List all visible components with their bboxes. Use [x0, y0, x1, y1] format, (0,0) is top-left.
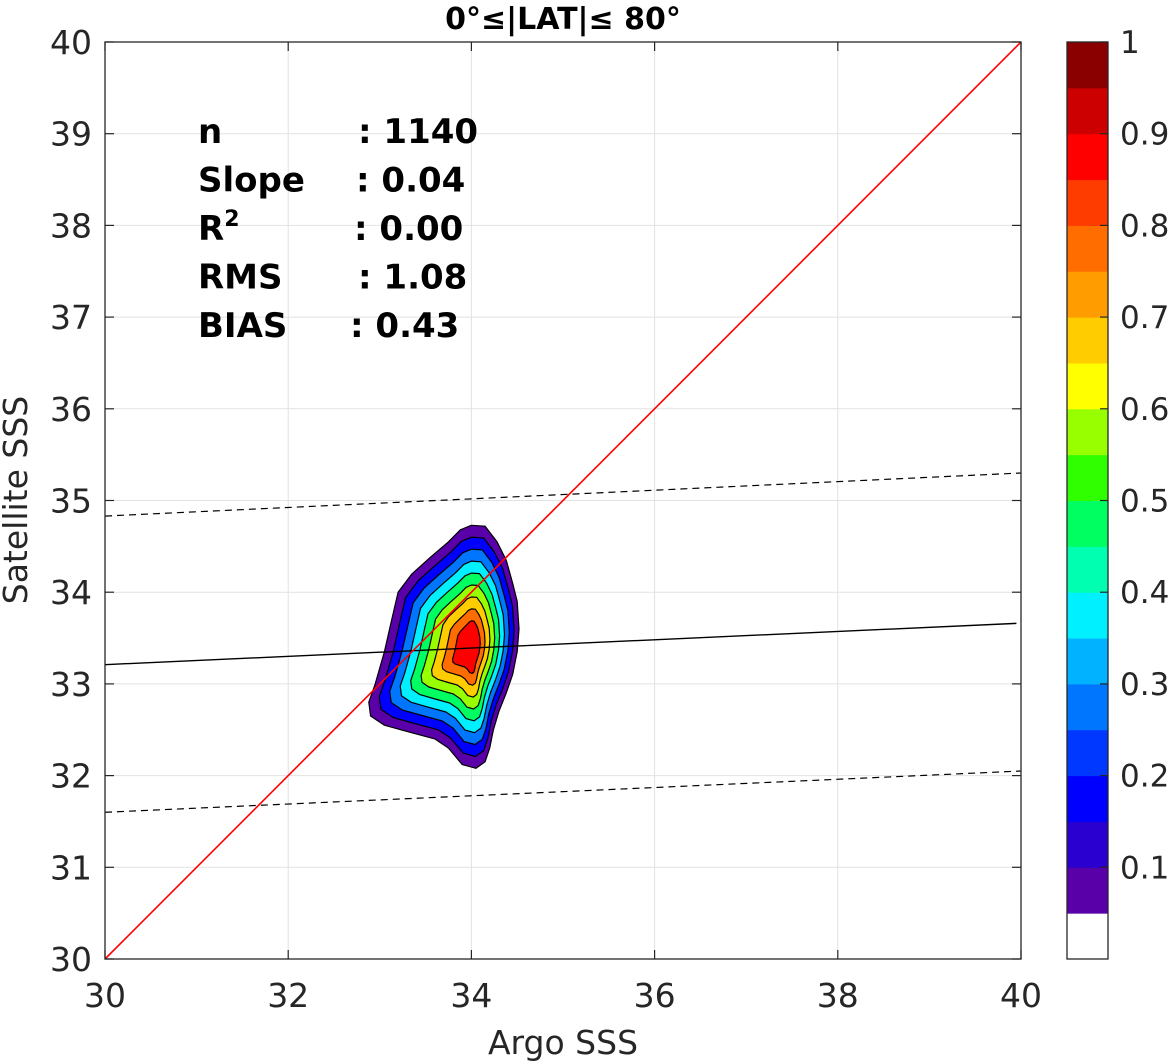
colorbar-tick-label: 0.3: [1120, 667, 1169, 703]
x-tick-labels: 30 32 34 36 38 40: [84, 976, 1042, 1015]
density-contours: [368, 524, 520, 769]
stat-superscript: 2: [224, 207, 239, 232]
stat-value: : 1.08: [358, 258, 467, 298]
reference-lines: [104, 41, 1022, 960]
y-tick-label: 36: [50, 390, 92, 429]
stat-value: : 1140: [358, 112, 478, 152]
colorbar-segment: [1067, 362, 1108, 410]
colorbar-segment: [1067, 454, 1108, 501]
bound-line: [104, 472, 1022, 517]
y-tick-label: 31: [50, 848, 92, 887]
colorbar-segment: [1067, 408, 1108, 456]
bound-line: [104, 770, 1022, 813]
colorbar-segment: [1067, 133, 1108, 181]
colorbar-segment: [1067, 42, 1108, 89]
stat-value: : 0.00: [354, 209, 463, 249]
y-tick-label: 37: [50, 298, 92, 337]
stat-value: : 0.04: [356, 161, 465, 201]
chart-title: 0°≤|LAT|≤ 80°: [445, 2, 681, 37]
colorbar-segment: [1067, 638, 1108, 685]
colorbar-segment: [1067, 179, 1108, 226]
x-tick-label: 34: [450, 976, 492, 1015]
regression-line: [104, 622, 1017, 666]
colorbar-segment: [1067, 500, 1108, 547]
x-tick-label: 40: [1000, 976, 1042, 1015]
y-tick-label: 34: [50, 573, 92, 612]
colorbar-segment: [1067, 225, 1108, 272]
colorbar-tick-label: 0.5: [1120, 484, 1169, 520]
colorbar-tick-label: 0.6: [1120, 392, 1169, 428]
y-tick-label: 35: [50, 482, 92, 521]
y-tick-label: 32: [50, 757, 92, 796]
y-tick-labels: 30 31 32 33 34 35 36 37 38 39 40: [50, 23, 92, 979]
colorbar-segment: [1067, 775, 1108, 822]
colorbar-tick-label: 0.1: [1120, 850, 1169, 886]
colorbar-segment: [1067, 683, 1108, 731]
x-tick-label: 38: [817, 976, 859, 1015]
y-tick-label: 30: [50, 940, 92, 979]
density-contour-level: [451, 620, 481, 675]
stat-label: RMS: [198, 258, 283, 298]
colorbar-segment: [1067, 592, 1108, 639]
stat-label: n: [198, 112, 222, 152]
x-axis-label: Argo SSS: [488, 1023, 638, 1062]
colorbar-segment: [1067, 729, 1108, 777]
colorbar: 0.1 0.2 0.3 0.4 0.5 0.6 0.7 0.8 0.9 1: [1066, 25, 1169, 960]
colorbar-tick-label: 0.7: [1120, 300, 1169, 336]
stat-label: Slope: [198, 161, 305, 201]
colorbar-segment: [1067, 271, 1108, 318]
x-tick-label: 36: [634, 976, 676, 1015]
colorbar-segment: [1067, 913, 1108, 960]
x-tick-label: 30: [84, 976, 126, 1015]
y-tick-label: 33: [50, 665, 92, 704]
colorbar-segment: [1067, 867, 1108, 914]
colorbar-segment: [1067, 821, 1108, 868]
colorbar-tick-label: 0.2: [1120, 759, 1169, 795]
y-tick-label: 39: [50, 115, 92, 154]
y-tick-label: 38: [50, 206, 92, 245]
axis-ticks: [104, 41, 1022, 960]
colorbar-segment: [1067, 546, 1108, 593]
colorbar-tick-label: 1: [1120, 25, 1140, 61]
colorbar-tick-label: 0.9: [1120, 117, 1169, 153]
one-to-one-line: [104, 41, 1022, 960]
stat-label: BIAS: [198, 306, 287, 346]
stat-value: : 0.43: [350, 306, 459, 346]
x-tick-label: 32: [267, 976, 309, 1015]
colorbar-tick-label: 0.8: [1120, 208, 1169, 244]
colorbar-tick-label: 0.4: [1120, 575, 1169, 611]
plot-area: [104, 41, 1022, 960]
colorbar-segment: [1067, 317, 1108, 364]
y-tick-label: 40: [50, 23, 92, 62]
colorbar-segment: [1067, 87, 1108, 135]
y-axis-label: Satellite SSS: [0, 396, 35, 605]
